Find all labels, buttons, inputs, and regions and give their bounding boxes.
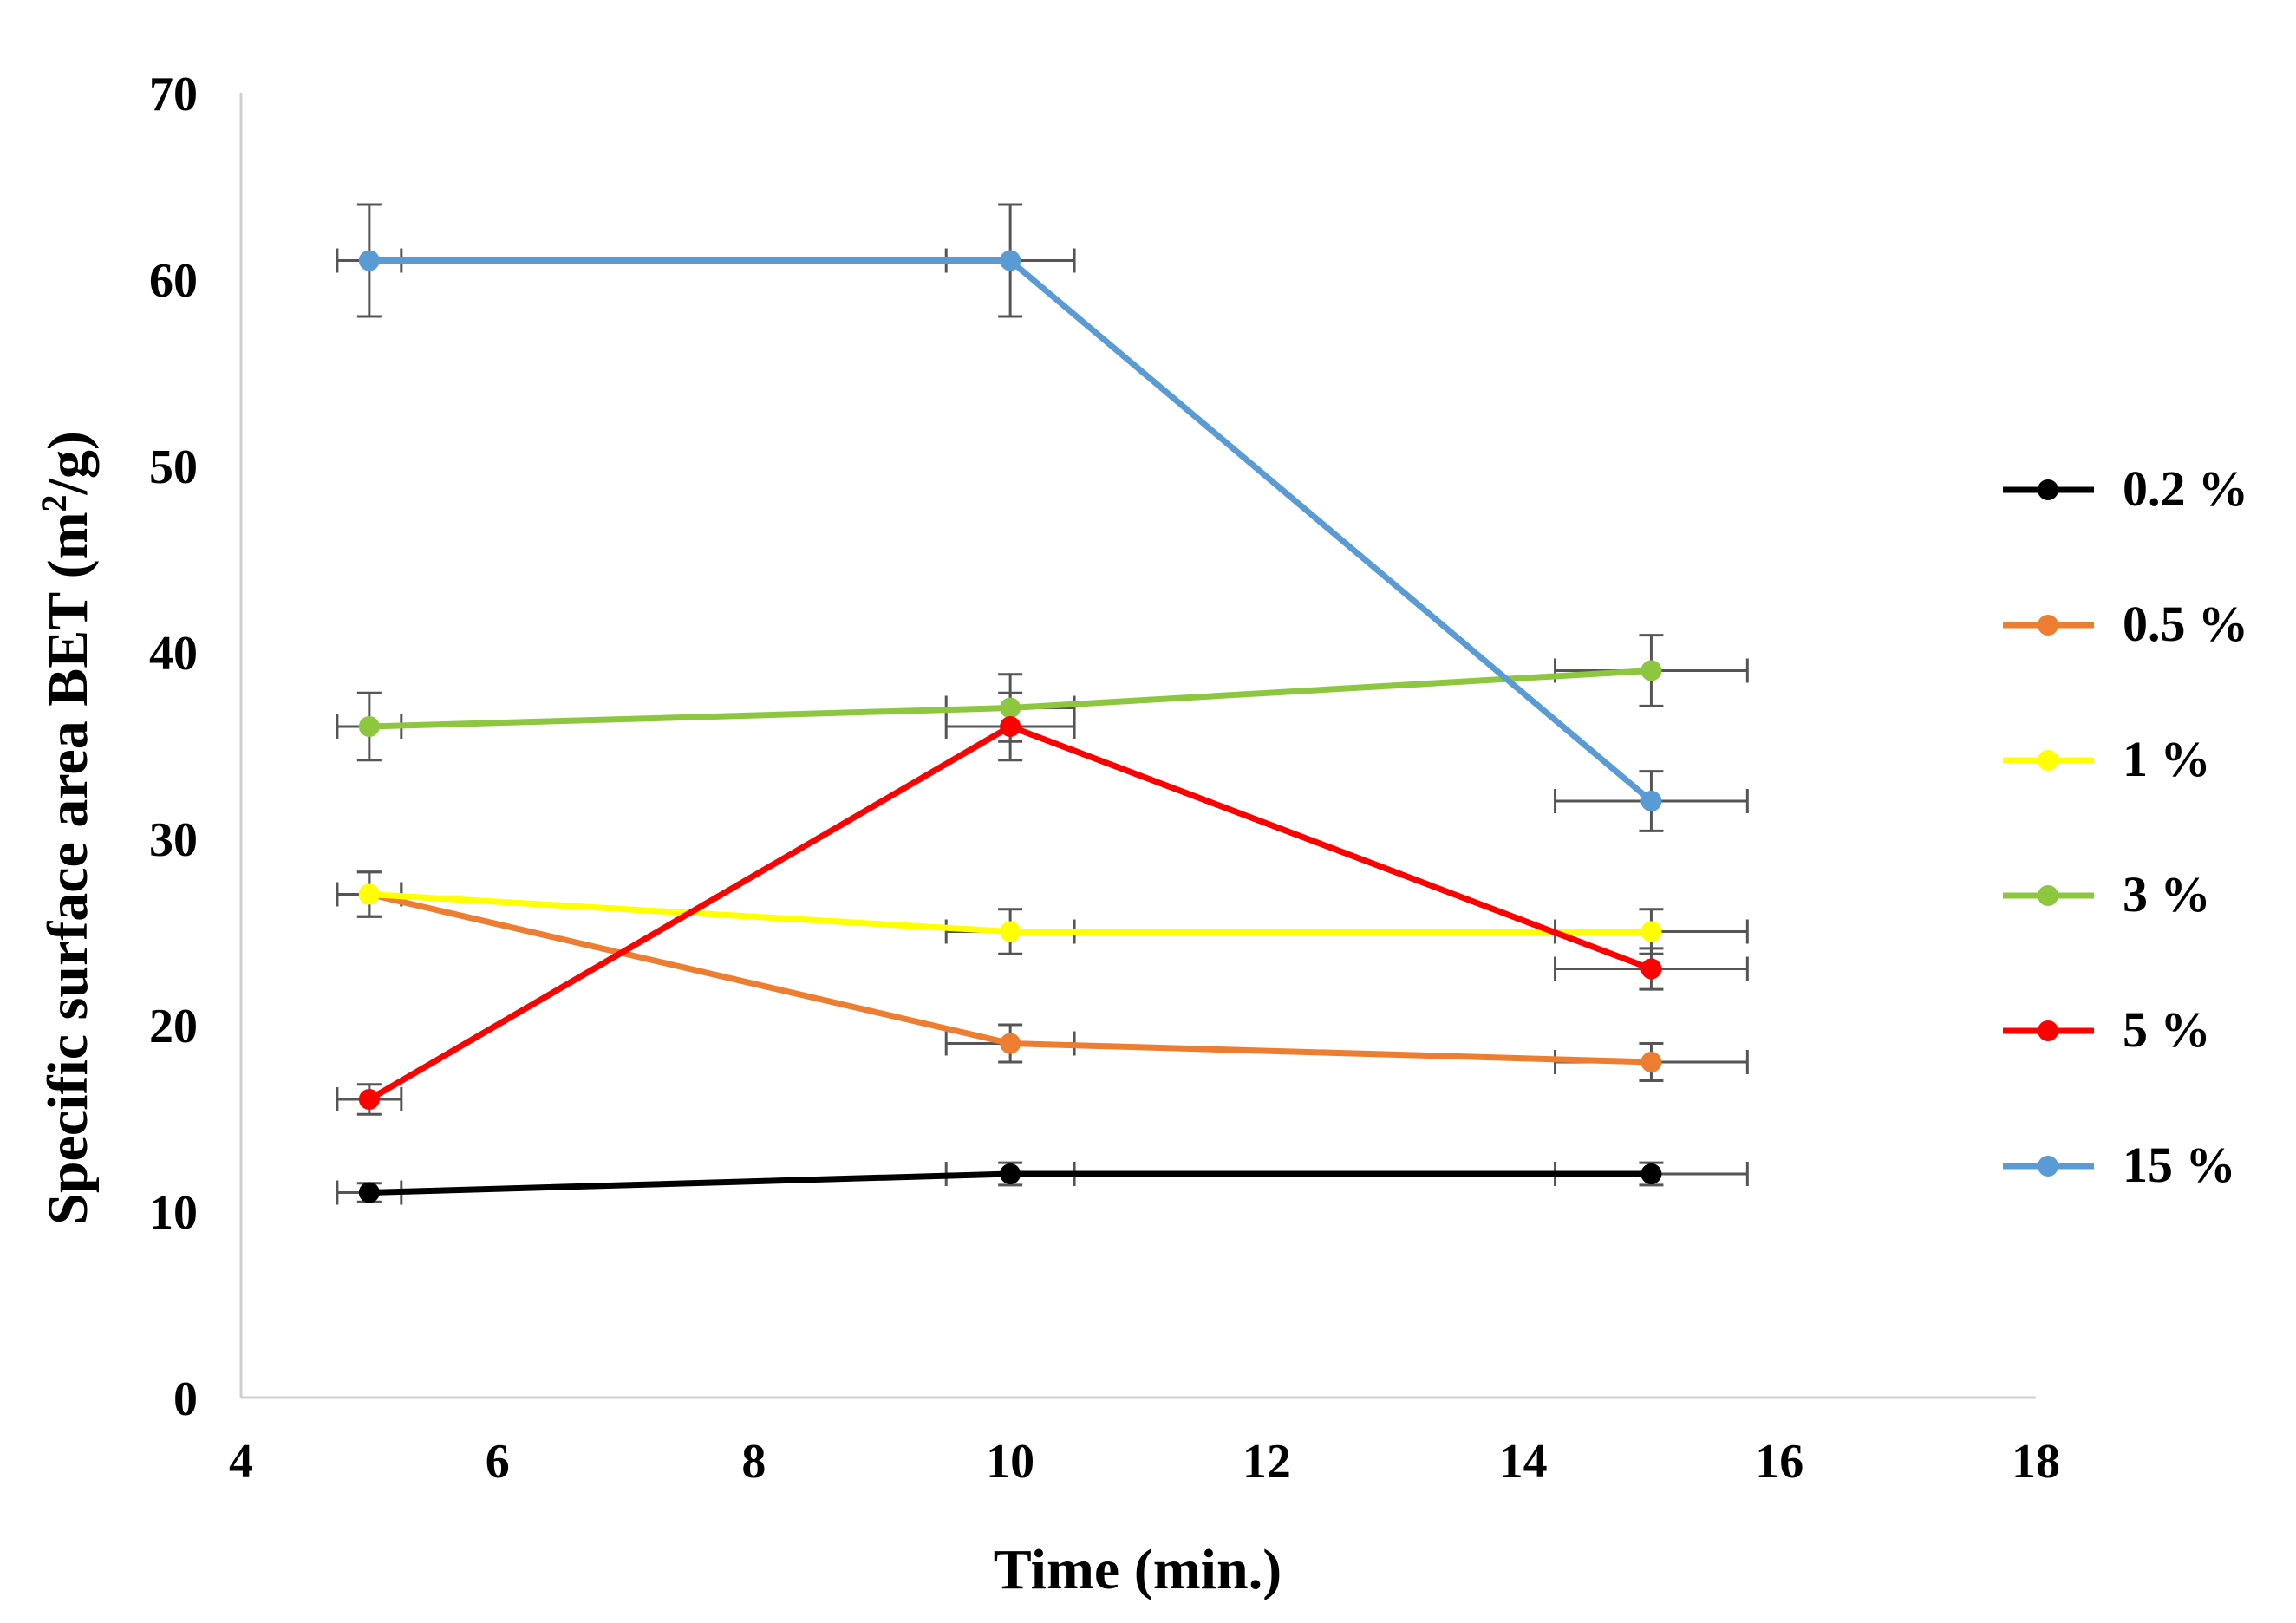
data-point <box>1640 660 1662 681</box>
data-point <box>358 883 380 905</box>
legend-label: 0.2 % <box>2123 460 2248 517</box>
y-tick-label: 70 <box>149 68 198 121</box>
legend: 0.2 % 0.5 % 1 % 3 % 5 % 15 % <box>2003 460 2248 1193</box>
legend-label: 0.5 % <box>2123 596 2248 652</box>
data-point <box>1000 716 1021 737</box>
x-tick-label: 6 <box>486 1435 510 1489</box>
data-point <box>358 250 380 271</box>
y-tick-label: 10 <box>149 1186 198 1240</box>
data-point <box>358 716 380 737</box>
y-axis-title-main: Specific surface area BET (m <box>36 512 100 1224</box>
legend-label: 1 % <box>2123 731 2211 787</box>
y-tick-label: 0 <box>173 1372 198 1426</box>
data-point <box>1640 1163 1662 1184</box>
y-tick-label: 20 <box>149 1000 198 1053</box>
data-point <box>1000 1033 1021 1054</box>
y-axis-title-superscript: 2 <box>35 494 74 512</box>
y-tick-label: 60 <box>149 254 198 308</box>
legend-swatch-marker <box>2038 479 2058 500</box>
legend-label: 15 % <box>2123 1137 2236 1193</box>
legend-label: 3 % <box>2123 866 2211 922</box>
data-point <box>1000 921 1021 942</box>
x-tick-label: 4 <box>229 1435 253 1489</box>
x-axis-title: Time (min.) <box>994 1538 1282 1601</box>
data-point <box>358 1182 380 1203</box>
x-tick-label: 12 <box>1243 1435 1291 1489</box>
data-point <box>1640 791 1662 812</box>
legend-swatch-marker <box>2038 750 2058 771</box>
data-point <box>1640 1052 1662 1072</box>
data-point <box>1640 958 1662 980</box>
data-point <box>1000 1163 1021 1184</box>
x-tick-label: 18 <box>2012 1435 2060 1489</box>
y-tick-label: 30 <box>149 813 198 867</box>
y-axis-title: Specific surface area BET (m2/g) <box>35 431 100 1225</box>
y-axis-title-end: /g) <box>36 431 100 495</box>
legend-swatch-marker <box>2038 1156 2058 1177</box>
y-tick-label: 40 <box>149 627 198 681</box>
legend-swatch-marker <box>2038 615 2058 636</box>
data-points <box>358 250 1662 1203</box>
x-tick-label: 10 <box>986 1435 1034 1489</box>
axes: 4 6 8 10 12 14 16 18 0 10 20 30 40 50 60 70 <box>149 68 2060 1489</box>
data-point <box>1000 250 1021 271</box>
legend-label: 5 % <box>2123 1001 2211 1058</box>
data-point <box>1000 697 1021 719</box>
data-point <box>1640 921 1662 942</box>
data-point <box>358 1089 380 1110</box>
legend-swatch-marker <box>2038 885 2058 906</box>
x-tick-label: 14 <box>1499 1435 1548 1489</box>
x-tick-label: 16 <box>1755 1435 1804 1489</box>
legend-swatch-marker <box>2038 1020 2058 1041</box>
x-tick-label: 8 <box>741 1435 766 1489</box>
y-tick-label: 50 <box>149 440 198 494</box>
